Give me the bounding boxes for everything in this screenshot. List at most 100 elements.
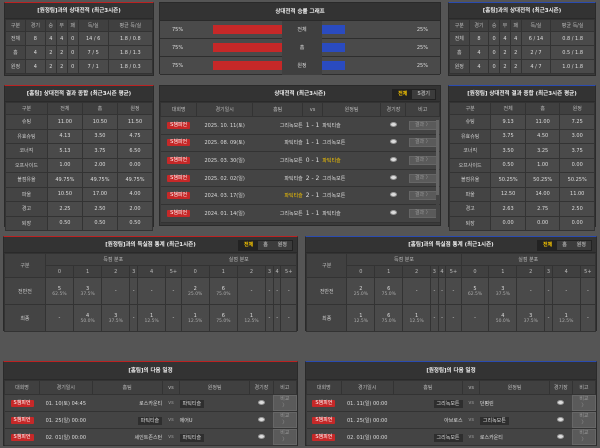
percent: 12.5% [188, 318, 203, 324]
away-team[interactable]: 그리녹모튼 [322, 175, 346, 182]
stadium-icon[interactable] [389, 174, 397, 180]
compare-button[interactable]: 비교 〉 [572, 429, 596, 445]
cell-value: 8 [468, 31, 490, 46]
row-label: 오프사이드 [448, 157, 492, 173]
compare-button[interactable]: 비교 〉 [572, 395, 596, 411]
league-badge[interactable]: S챔피언 [167, 174, 191, 182]
recent-title: 상대전적 (최근3시즌) [274, 91, 326, 97]
stadium-icon[interactable] [257, 399, 265, 405]
match-row[interactable]: S챔피언 01. 25(일) 00:00 파틱티슬 vs 에어U 비교 〉 [4, 411, 297, 429]
win-rate-graph-panel: 상대전적 승률 그래프 75% 전체 25% 75% 홈 25% 75% 원정 25% [159, 2, 441, 75]
home-team[interactable]: 아브로스 [444, 417, 463, 424]
graph-row: 75% 전체 25% [160, 20, 440, 39]
tab-all[interactable]: 전체 [537, 241, 558, 250]
league-badge[interactable]: S챔피언 [167, 121, 191, 129]
tab-home[interactable]: 홈 [258, 241, 273, 250]
column-header: 홈 [524, 102, 561, 115]
home-team[interactable]: 파틱티슬 [284, 140, 303, 147]
graph-row: 75% 원정 25% [160, 56, 440, 75]
table-row: 퇴장 0.00 0.00 0.00 [448, 215, 595, 231]
match-row[interactable]: S챔피언 01. 11(일) 00:00 그리녹모튼 vs 던펌린 비교 〉 [306, 394, 596, 412]
away-team[interactable]: 던펌린 [479, 400, 494, 407]
percent: 75.0% [216, 318, 231, 324]
stadium-icon[interactable] [389, 192, 397, 198]
league-badge[interactable]: S챔피언 [312, 433, 336, 441]
tab-home[interactable]: 홈 [557, 241, 572, 250]
compare-button[interactable]: 비교 〉 [273, 395, 297, 411]
compare-button[interactable]: 비교 〉 [273, 412, 297, 428]
away-team[interactable]: 그리녹모튼 [322, 193, 346, 200]
stadium-icon[interactable] [557, 416, 565, 422]
distribution-cell: - [165, 304, 182, 332]
match-row[interactable]: S챔피언 2025. 10. 11(토) 그리녹모튼 1 - 1 파틱티슬 결과 〉 [160, 116, 440, 135]
home-team[interactable]: 파틱티슬 [137, 416, 163, 425]
compare-button[interactable]: 비교 〉 [273, 429, 297, 445]
home-team[interactable]: 파틱티슬 [284, 193, 303, 200]
match-row[interactable]: S챔피언 01. 25(일) 00:00 아브로스 vs 그리녹모튼 비교 〉 [306, 411, 596, 429]
stadium-icon[interactable] [389, 139, 397, 145]
home-team[interactable]: 그리녹모튼 [279, 122, 303, 129]
count: - [529, 288, 532, 294]
column-header: 홈팀 [252, 102, 304, 117]
away-team[interactable]: 파틱티슬 [322, 122, 341, 129]
cell-value: 4.00 [116, 186, 154, 202]
match-row[interactable]: S챔피언 01. 10(토) 04:45 로스카운티 vs 파틱티슬 비교 〉 [4, 394, 297, 412]
league-badge[interactable]: S챔피언 [167, 139, 191, 147]
away-team[interactable]: 그리녹모튼 [322, 140, 346, 147]
stadium-icon[interactable] [557, 399, 565, 405]
stadium-icon[interactable] [389, 209, 397, 215]
away-team[interactable]: 그리녹모튼 [479, 416, 509, 425]
match-row[interactable]: S챔피언 2025. 02. 02(일) 파틱티슬 2 - 2 그리녹모튼 결과 〉 [160, 168, 440, 188]
league-badge[interactable]: S챔피언 [312, 416, 336, 424]
home-team[interactable]: 로스카운티 [139, 400, 163, 407]
result-button[interactable]: 결과 〉 [408, 120, 437, 130]
tab-5-games[interactable]: 5경기 [412, 90, 435, 99]
stadium-icon[interactable] [257, 433, 265, 439]
result-button[interactable]: 결과 〉 [408, 173, 437, 183]
home-team[interactable]: 그리녹모튼 [433, 433, 463, 442]
tab-away[interactable]: 원정 [571, 241, 591, 250]
result-button[interactable]: 결과 〉 [408, 138, 437, 148]
match-row[interactable]: S챔피언 02. 01(일) 00:00 세인트존스턴 vs 파틱티슬 비교 〉 [4, 428, 297, 446]
away-team[interactable]: 파틱티슬 [179, 399, 205, 408]
match-row[interactable]: S챔피언 2024. 01. 14(일) 그리녹모튼 1 - 1 파틱티슬 결과 〉 [160, 203, 440, 223]
league-badge[interactable]: S챔피언 [167, 192, 191, 200]
tab-all[interactable]: 전체 [393, 90, 413, 99]
tab-away[interactable]: 원정 [272, 241, 292, 250]
away-team[interactable]: 로스카운티 [479, 434, 503, 441]
tab-all[interactable]: 전체 [238, 241, 259, 250]
result-button[interactable]: 결과 〉 [408, 208, 437, 218]
league-badge[interactable]: S챔피언 [10, 433, 34, 441]
league-badge[interactable]: S챔피언 [312, 399, 336, 407]
stadium-icon[interactable] [557, 433, 565, 439]
stadium-icon[interactable] [389, 156, 397, 162]
away-team[interactable]: 에어U [179, 417, 193, 424]
home-team[interactable]: 파틱티슬 [284, 175, 303, 182]
away-team[interactable]: 파틱티슬 [322, 210, 341, 217]
match-row[interactable]: S챔피언 02. 01(일) 00:00 그리녹모튼 vs 로스카운티 비교 〉 [306, 428, 596, 446]
stadium-icon[interactable] [389, 121, 397, 127]
away-team[interactable]: 파틱티슬 [322, 157, 341, 164]
home-team[interactable]: 그리녹모튼 [433, 399, 463, 408]
stadium-icon[interactable] [257, 416, 265, 422]
home-team[interactable]: 세인트존스턴 [134, 434, 163, 441]
compare-button[interactable]: 비교 〉 [572, 412, 596, 428]
next-right-table: 대회명 경기일시 홈팀 vs 원정팀 경기장 비고 S챔피언 01. 11(일) 00:00 그리… [306, 380, 597, 446]
match-row[interactable]: S챔피언 2024. 03. 17(일) 파틱티슬 2 - 1 그리녹모튼 결과 〉 [160, 186, 440, 205]
away-team[interactable]: 파틱티슬 [179, 433, 205, 442]
result-button[interactable]: 결과 〉 [408, 155, 437, 165]
league-badge[interactable]: S챔피언 [10, 399, 34, 407]
league-badge[interactable]: S챔피언 [167, 209, 191, 217]
home-team[interactable]: 그리녹모튼 [279, 157, 303, 164]
match-date: 2025. 08. 09(토) [204, 140, 245, 147]
home-team[interactable]: 그리녹모튼 [279, 210, 303, 217]
match-row[interactable]: S챔피언 2025. 03. 30(일) 그리녹모튼 0 - 1 파틱티슬 결과 〉 [160, 151, 440, 170]
column-header: 비고 [272, 380, 298, 395]
scrollbar[interactable] [436, 120, 439, 222]
league-badge[interactable]: S챔피언 [167, 156, 191, 164]
result-button[interactable]: 결과 〉 [408, 191, 437, 201]
recent-matches-panel: 상대전적 (최근3시즌) 전체 5경기 대회명 경기일시 홈팀 vs 원정팀 경기장 비고 S챔… [159, 85, 441, 226]
count: - [268, 288, 271, 294]
match-row[interactable]: S챔피언 2025. 08. 09(토) 파틱티슬 1 - 1 그리녹모튼 결과 〉 [160, 133, 440, 153]
league-badge[interactable]: S챔피언 [10, 416, 34, 424]
